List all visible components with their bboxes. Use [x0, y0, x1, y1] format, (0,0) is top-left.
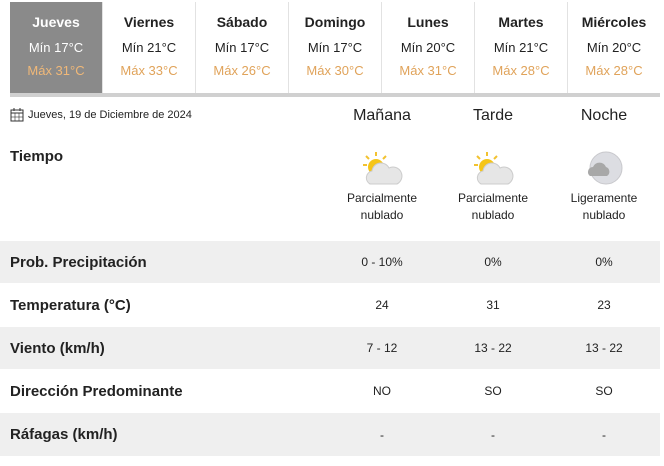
- value-afternoon: SO: [484, 384, 502, 398]
- max-temp: Máx 28°C: [492, 63, 550, 78]
- day-name: Sábado: [216, 14, 268, 30]
- selected-date: Jueves, 19 de Diciembre de 2024: [28, 109, 192, 121]
- min-temp: Mín 21°C: [121, 40, 177, 55]
- weather-desc: nublado: [471, 208, 515, 222]
- value-afternoon: 13 - 22: [474, 341, 512, 355]
- weather-night: Ligeramente nublado: [549, 150, 659, 224]
- weather-morning: Parcialmente nublado: [327, 150, 437, 224]
- calendar-icon: [10, 108, 24, 122]
- row-wind: Viento (km/h) 7 - 12 13 - 22 13 - 22: [0, 327, 660, 369]
- min-temp: Mín 21°C: [493, 40, 549, 55]
- period-night: Noche: [580, 107, 628, 124]
- weather-desc: nublado: [360, 208, 404, 222]
- weather-desc: Parcialmente: [346, 191, 418, 205]
- value-morning: 7 - 12: [366, 341, 398, 355]
- max-temp: Máx 26°C: [213, 63, 271, 78]
- max-temp: Máx 31°C: [399, 63, 457, 78]
- min-temp: Mín 17°C: [214, 40, 270, 55]
- day-tab-martes[interactable]: Martes Mín 21°C Máx 28°C: [475, 2, 568, 93]
- value-morning: -: [380, 427, 384, 442]
- row-label: Prob. Precipitación: [10, 253, 147, 271]
- period-morning: Mañana: [353, 107, 411, 124]
- date-line: Jueves, 19 de Diciembre de 2024: [10, 108, 192, 122]
- max-temp: Máx 31°C: [27, 63, 85, 78]
- row-gusts: Ráfagas (km/h) - - -: [0, 413, 660, 456]
- max-temp: Máx 28°C: [585, 63, 643, 78]
- value-night: 0%: [595, 255, 613, 269]
- day-tabs: Jueves Mín 17°C Máx 31°C Viernes Mín 21°C Má…: [10, 2, 660, 93]
- min-temp: Mín 20°C: [586, 40, 642, 55]
- value-morning: 0 - 10%: [361, 255, 403, 269]
- min-temp: Mín 17°C: [28, 40, 84, 55]
- day-tab-lunes[interactable]: Lunes Mín 20°C Máx 31°C: [382, 2, 475, 93]
- row-label: Ráfagas (km/h): [10, 426, 118, 443]
- day-name: Jueves: [32, 14, 80, 30]
- value-night: -: [602, 427, 606, 442]
- day-name: Viernes: [123, 14, 175, 30]
- day-tab-sabado[interactable]: Sábado Mín 17°C Máx 26°C: [196, 2, 289, 93]
- min-temp: Mín 17°C: [307, 40, 363, 55]
- min-temp: Mín 20°C: [400, 40, 456, 55]
- value-night: 23: [597, 298, 611, 312]
- weather-desc: Ligeramente: [570, 191, 638, 205]
- max-temp: Máx 30°C: [306, 63, 364, 78]
- row-label: Viento (km/h): [10, 339, 105, 357]
- row-precipitation: Prob. Precipitación 0 - 10% 0% 0%: [0, 241, 660, 283]
- day-tab-miercoles[interactable]: Miércoles Mín 20°C Máx 28°C: [568, 2, 660, 93]
- partly-cloudy-day-icon: [363, 152, 403, 185]
- row-label: Temperatura (°C): [10, 296, 131, 314]
- value-night: 13 - 22: [585, 341, 623, 355]
- day-name: Martes: [498, 14, 544, 30]
- partly-cloudy-night-icon: [588, 151, 623, 185]
- value-night: SO: [595, 384, 613, 398]
- partly-cloudy-day-icon: [474, 152, 514, 185]
- row-label: Dirección Predominante: [10, 382, 183, 400]
- day-tab-jueves[interactable]: Jueves Mín 17°C Máx 31°C: [10, 2, 103, 93]
- row-wind-direction: Dirección Predominante NO SO SO: [0, 370, 660, 412]
- value-afternoon: 31: [486, 298, 500, 312]
- value-afternoon: -: [491, 427, 495, 442]
- weather-desc: Parcialmente: [457, 191, 529, 205]
- period-afternoon: Tarde: [472, 107, 514, 124]
- value-morning: 24: [375, 298, 389, 312]
- value-morning: NO: [373, 384, 391, 398]
- day-name: Miércoles: [581, 14, 647, 30]
- value-afternoon: 0%: [484, 255, 502, 269]
- max-temp: Máx 33°C: [120, 63, 178, 78]
- weather-label: Tiempo: [10, 148, 64, 165]
- weather-desc: nublado: [582, 208, 626, 222]
- tabs-divider: [10, 93, 660, 97]
- day-tab-viernes[interactable]: Viernes Mín 21°C Máx 33°C: [103, 2, 196, 93]
- day-name: Domingo: [304, 14, 366, 30]
- row-temperature: Temperatura (°C) 24 31 23: [0, 284, 660, 326]
- weather-afternoon: Parcialmente nublado: [438, 150, 548, 224]
- day-tab-domingo[interactable]: Domingo Mín 17°C Máx 30°C: [289, 2, 382, 93]
- day-name: Lunes: [407, 14, 449, 30]
